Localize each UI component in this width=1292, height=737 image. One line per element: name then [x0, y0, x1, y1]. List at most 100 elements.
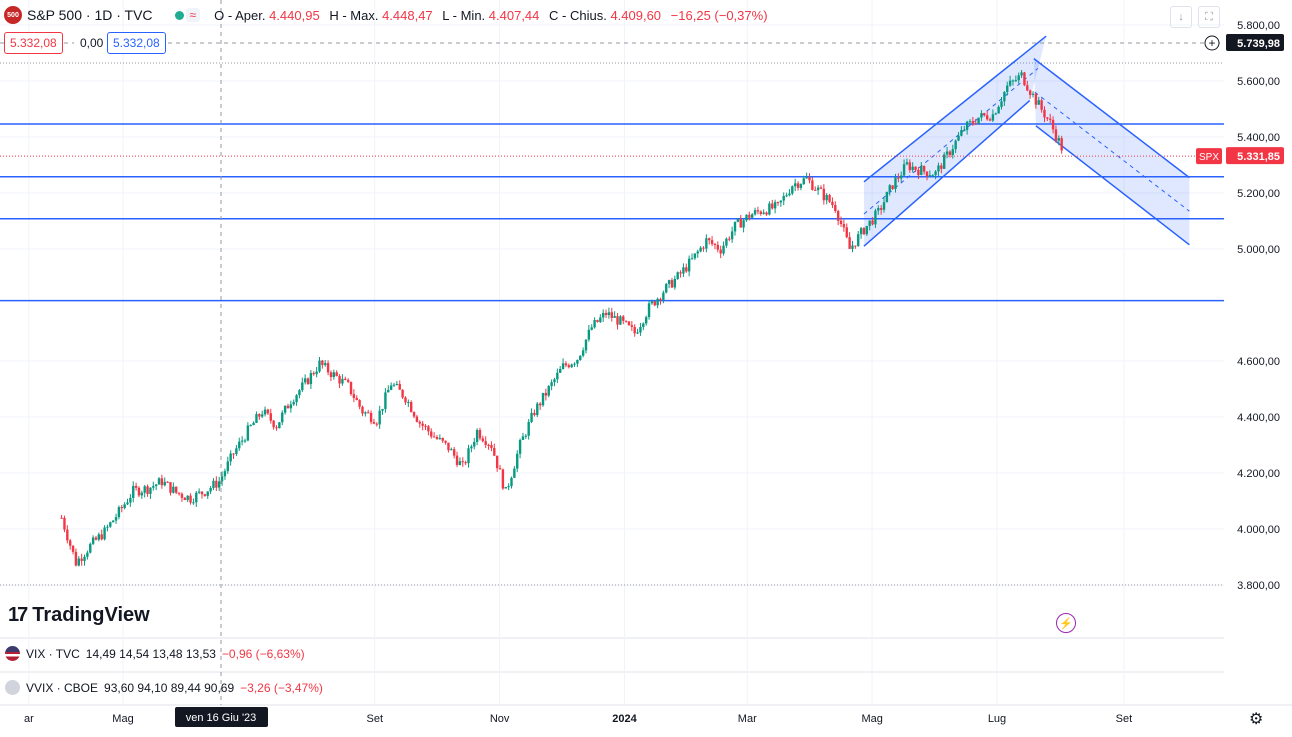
- candle-body: [169, 482, 172, 493]
- candle: [306, 377, 310, 385]
- candle-body: [974, 123, 977, 125]
- candle: [676, 271, 679, 280]
- candle-body: [693, 253, 697, 259]
- candle: [728, 236, 731, 242]
- candle-body: [218, 481, 221, 488]
- candle: [667, 279, 671, 289]
- candle: [782, 192, 785, 206]
- candle: [997, 105, 1000, 114]
- tradingview-logo[interactable]: 17 TradingView: [8, 604, 150, 627]
- candle: [814, 186, 817, 191]
- candle: [550, 379, 553, 391]
- candle-body: [742, 220, 745, 228]
- price-axis[interactable]: 3.800,00 4.000,00 4.200,00 4.400,00 4.600,00…: [1224, 0, 1292, 705]
- candle: [1000, 96, 1003, 110]
- candle-body: [180, 493, 184, 498]
- symbol-title[interactable]: S&P 500 · 1D · TVC: [27, 7, 153, 23]
- indicator-vix[interactable]: VIX · TVC 14,49 14,54 13,48 13,53 −0,96 …: [5, 646, 305, 661]
- candle-body: [954, 140, 957, 150]
- candle: [541, 392, 545, 407]
- candle-body: [624, 320, 628, 322]
- x-tick-label: Mag: [861, 713, 882, 725]
- candle: [364, 411, 367, 417]
- candle: [851, 240, 854, 253]
- candle: [920, 162, 923, 176]
- candle-body: [922, 166, 926, 172]
- candle: [708, 237, 711, 245]
- candle-body: [74, 551, 78, 566]
- plus-circle-icon[interactable]: [1204, 35, 1220, 51]
- candle: [644, 315, 648, 326]
- candle-body: [988, 119, 992, 121]
- candle: [346, 378, 350, 384]
- candle: [452, 446, 456, 459]
- candle-body: [120, 507, 123, 509]
- down-arrow-icon[interactable]: ↓: [1170, 6, 1192, 28]
- candle-body: [559, 368, 562, 373]
- sell-price-box[interactable]: 5.332,08: [4, 32, 63, 54]
- candle: [596, 319, 599, 323]
- rising-channel-lower-line[interactable]: [863, 100, 1031, 247]
- gear-icon[interactable]: ⚙: [1249, 711, 1264, 728]
- candle: [177, 492, 181, 496]
- candle: [1023, 71, 1026, 87]
- candle-body: [315, 371, 318, 375]
- candle-body: [854, 245, 857, 247]
- candle-body: [355, 397, 358, 401]
- candle-body: [309, 373, 313, 385]
- high-value: 4.448,47: [382, 7, 433, 23]
- candle: [255, 411, 258, 424]
- candle: [444, 440, 447, 445]
- x-tick-label: ar: [24, 713, 34, 725]
- candle-body: [452, 449, 456, 456]
- candle: [693, 253, 697, 260]
- candle-body: [710, 240, 714, 244]
- time-axis[interactable]: ar Mag Set Nov 2024 Mar Mag Lug Set: [0, 704, 1292, 725]
- candle-body: [326, 363, 330, 373]
- candle-body: [195, 492, 198, 503]
- candle: [687, 255, 691, 277]
- candle-body: [438, 437, 442, 439]
- candle-body: [736, 219, 740, 222]
- candle-body: [687, 258, 691, 272]
- candle: [249, 424, 252, 427]
- indicator-vvix[interactable]: VVIX · CBOE 93,60 94,10 89,44 90,69 −3,2…: [5, 680, 323, 695]
- candle-body: [1028, 90, 1032, 95]
- candle-body: [1023, 72, 1026, 86]
- candle-body: [670, 280, 674, 288]
- candle-body: [576, 359, 579, 364]
- falling-channel-upper-line[interactable]: [1033, 58, 1190, 179]
- candle: [793, 178, 797, 192]
- candle: [868, 220, 871, 231]
- candle: [656, 297, 659, 309]
- channels-layer[interactable]: [863, 35, 1190, 247]
- candle: [653, 300, 656, 307]
- candle-body: [1040, 100, 1043, 110]
- candle: [381, 408, 384, 415]
- wave-icon[interactable]: ≈: [185, 8, 201, 22]
- candle: [897, 173, 900, 183]
- candle: [100, 529, 103, 541]
- candle-body: [825, 194, 828, 201]
- candle: [665, 282, 668, 294]
- lightning-icon[interactable]: ⚡: [1056, 613, 1076, 633]
- rising-channel-upper-line[interactable]: [863, 35, 1047, 183]
- candles-layer: [60, 70, 1063, 567]
- candle: [292, 399, 295, 406]
- candle-body: [421, 423, 424, 426]
- candle: [289, 400, 293, 413]
- fullscreen-icon[interactable]: ⛶: [1198, 6, 1220, 28]
- candle-body: [716, 244, 720, 250]
- buy-price-box[interactable]: 5.332,08: [107, 32, 166, 54]
- candle: [811, 177, 814, 191]
- candle-body: [642, 323, 645, 328]
- candle-body: [868, 220, 871, 226]
- candle-body: [1011, 80, 1015, 82]
- candle-body: [209, 487, 212, 492]
- candle: [871, 217, 874, 226]
- candle: [358, 399, 361, 410]
- candle: [481, 435, 485, 443]
- candle-body: [601, 312, 605, 318]
- candle: [544, 388, 548, 401]
